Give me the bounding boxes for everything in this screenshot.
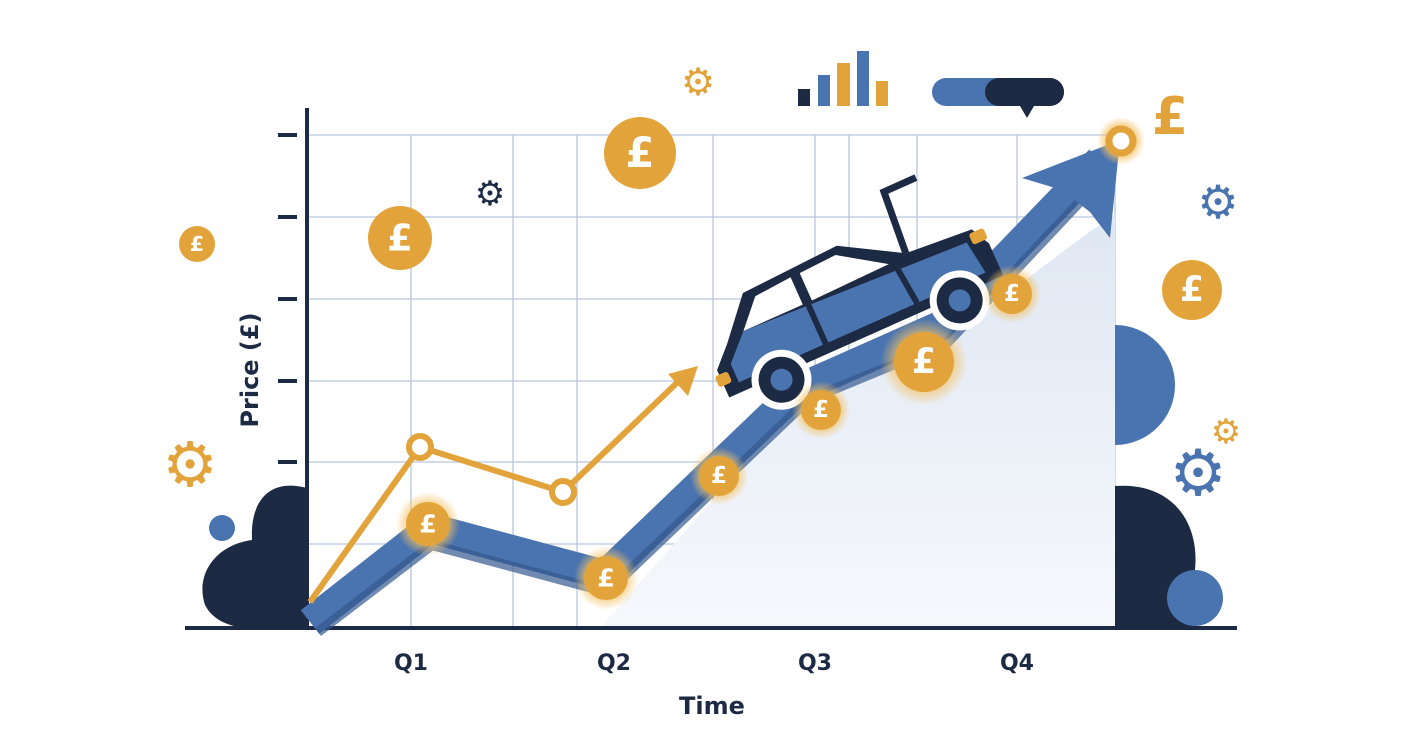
gear-icon: ⚙: [1211, 412, 1241, 452]
y-axis-label: Price (£): [236, 312, 264, 427]
svg-text:£: £: [626, 129, 655, 177]
pound-coin-icon: £: [179, 226, 215, 262]
pound-sign: £: [1152, 87, 1188, 147]
end-marker: [1105, 125, 1137, 157]
pound-coin-icon: £: [396, 492, 460, 556]
x-tick-label: Q1: [394, 651, 428, 676]
svg-text:£: £: [1180, 270, 1204, 310]
pound-coin-icon: £: [983, 265, 1041, 323]
gear-icon: ⚙: [1197, 175, 1238, 229]
svg-text:£: £: [813, 397, 829, 423]
left-blob: [202, 485, 307, 628]
pound-coin-icon: £: [574, 546, 638, 610]
area-fill: [600, 215, 1115, 628]
right-half-circle: [1115, 325, 1175, 445]
gear-icon: ⚙: [162, 428, 218, 501]
coins: £ £ £ £ £ £ £ £ £ £: [179, 117, 1222, 610]
orange-series: [307, 366, 698, 604]
svg-text:£: £: [912, 342, 936, 382]
svg-text:£: £: [597, 564, 615, 593]
svg-text:£: £: [387, 217, 413, 260]
x-tick-label: Q2: [597, 651, 631, 676]
x-tick-label: Q4: [1000, 651, 1034, 676]
right-dot: [1167, 570, 1223, 626]
svg-text:£: £: [1004, 281, 1020, 307]
svg-text:£: £: [419, 510, 437, 539]
y-ticks: [278, 133, 297, 546]
pound-coin-icon: £: [880, 318, 968, 406]
svg-text:£: £: [190, 232, 204, 256]
pound-coin-icon: £: [604, 117, 676, 189]
gear-icon: ⚙: [475, 174, 505, 214]
svg-text:£: £: [711, 463, 727, 489]
pound-coin-icon: £: [1162, 260, 1222, 320]
x-tick-label: Q3: [798, 651, 832, 676]
bar-chart-icon: [798, 51, 888, 106]
gear-icon: ⚙: [681, 60, 715, 104]
pound-coin-icon: £: [792, 381, 850, 439]
pound-coin-icon: £: [368, 206, 432, 270]
left-dot: [209, 515, 235, 541]
pound-coin-icon: £: [690, 447, 748, 505]
car-icon: [715, 174, 1004, 410]
toggle-icon[interactable]: [932, 78, 1064, 118]
gear-icon: ⚙: [1169, 437, 1226, 511]
x-axis-label: Time: [679, 692, 745, 720]
